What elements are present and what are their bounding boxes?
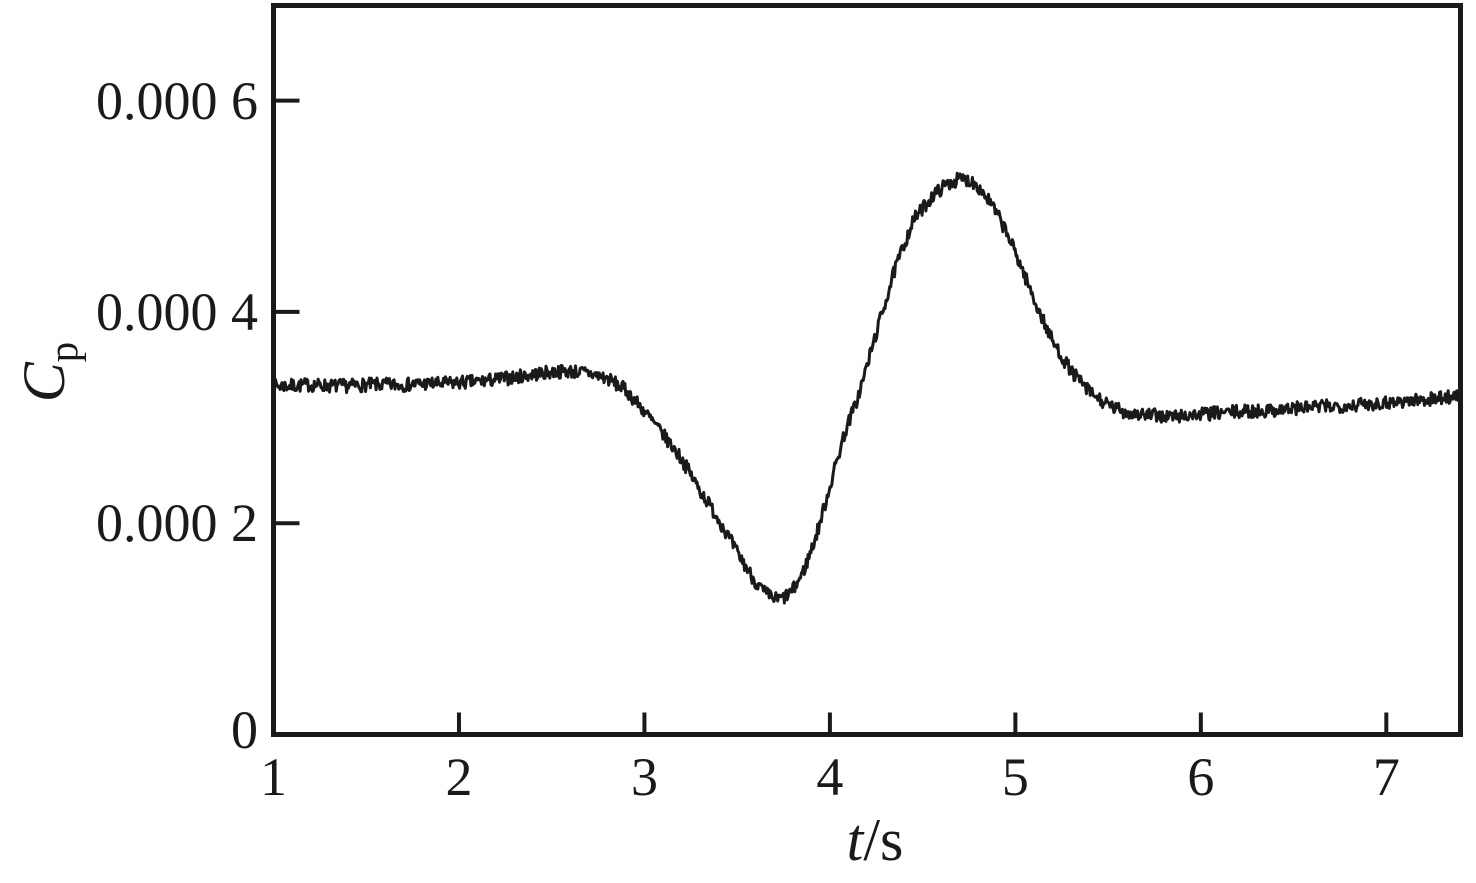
x-tick-label-3: 3 (630, 747, 658, 807)
x-axis-symbol: t (846, 807, 864, 873)
y-tick-label-0: 0 (231, 699, 258, 760)
y-axis-subscript: p (41, 341, 86, 363)
x-tick-label-2: 2 (445, 747, 473, 807)
x-tick-label-6: 6 (1187, 747, 1215, 807)
x-tick-label-5: 5 (1001, 747, 1029, 807)
x-axis-unit: /s (863, 807, 904, 873)
y-axis-symbol: C (11, 362, 77, 403)
cp-curve (272, 171, 1462, 605)
x-axis-title: t/s (847, 810, 904, 870)
x-tick-label-1: 1 (260, 747, 287, 807)
y-tick-label-0.0006: 0.000 6 (96, 70, 258, 131)
y-tick-label-0.0004: 0.000 4 (96, 281, 258, 342)
x-tick-label-4: 4 (816, 747, 844, 807)
y-tick-label-0.0002: 0.000 2 (96, 493, 258, 554)
y-axis-title: Cp (11, 342, 86, 403)
plot-border (271, 3, 1463, 737)
x-tick-label-7: 7 (1372, 747, 1400, 807)
